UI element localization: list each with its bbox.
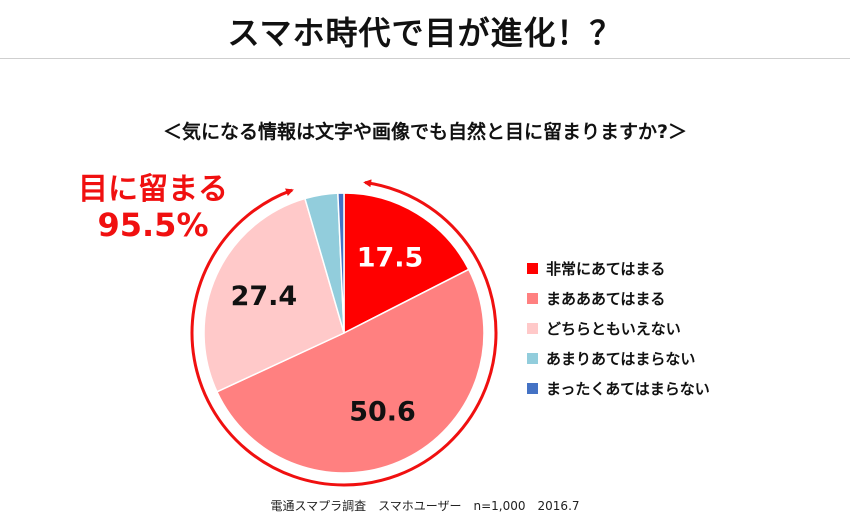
legend-label: どちらともいえない: [546, 319, 681, 338]
legend-label: まあああてはまる: [546, 289, 666, 308]
pie-slice-labels: 17.5 50.6 27.4: [231, 243, 424, 428]
page-title: スマホ時代で目が進化！？: [227, 14, 623, 52]
pie-slice-label-3: 27.4: [231, 281, 298, 312]
pie-slice-5: [337, 192, 345, 334]
pie-slices: [203, 192, 485, 474]
pie-slice-3: [203, 197, 345, 393]
source-note: 電通スマプラ調査 スマホユーザー n=1,000 2016.7: [270, 499, 580, 513]
legend-item-2: まあああてはまる: [527, 283, 710, 313]
pie-slice-2: [215, 268, 485, 474]
legend-swatch: [527, 352, 538, 364]
legend-item-3: どちらともいえない: [527, 313, 710, 343]
pie-slice-label-2: 50.6: [349, 397, 416, 428]
legend-item-4: あまりあてはまらない: [527, 343, 710, 373]
legend-swatch: [527, 322, 538, 334]
pie-slice-1: [343, 192, 470, 335]
callout-label: 目に留まる: [78, 172, 228, 207]
callout: 目に留まる 95.5%: [58, 172, 248, 245]
legend-swatch: [527, 262, 538, 274]
legend-label: あまりあてはまらない: [546, 349, 696, 368]
legend-label: 非常にあてはまる: [546, 259, 666, 278]
chart-legend: 非常にあてはまる まあああてはまる どちらともいえない あまりあてはまらない まったくあ…: [527, 253, 710, 403]
legend-swatch: [527, 292, 538, 304]
chart-title: ＜気になる情報は文字や画像でも自然と目に留まりますか?＞: [162, 121, 688, 143]
legend-label: まったくあてはまらない: [546, 379, 710, 398]
legend-swatch: [527, 382, 538, 394]
legend-item-5: まったくあてはまらない: [527, 373, 710, 403]
callout-arc-arrow-right: [343, 179, 498, 487]
callout-arc-arrow-left: [190, 188, 345, 487]
legend-item-1: 非常にあてはまる: [527, 253, 710, 283]
callout-value: 95.5%: [97, 206, 209, 245]
title-divider: [0, 58, 850, 59]
pie-slice-label-1: 17.5: [357, 243, 424, 274]
